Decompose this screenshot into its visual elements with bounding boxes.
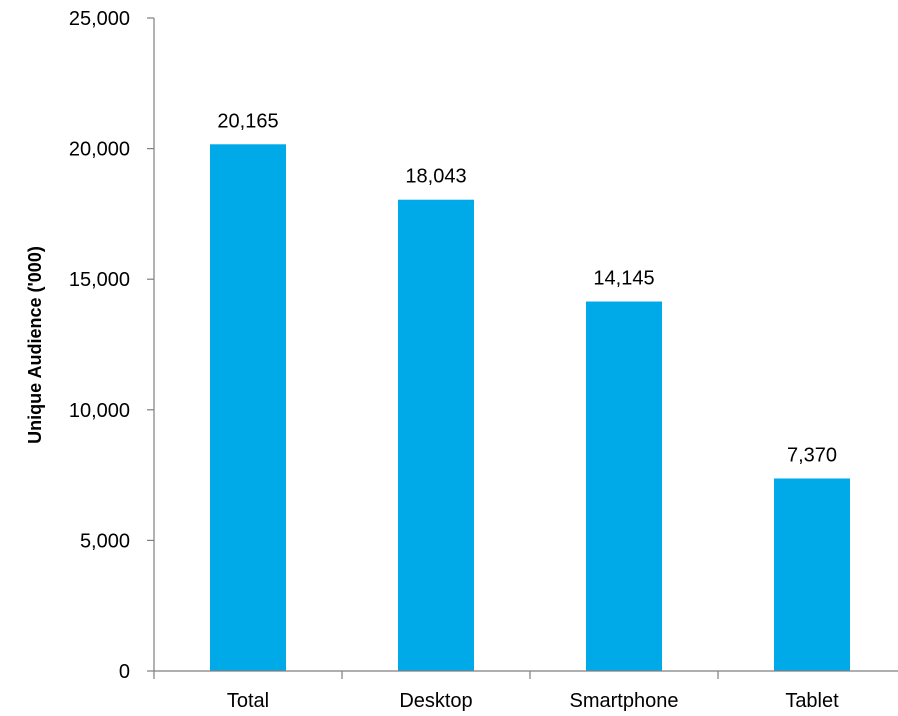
- y-tick-label: 25,000: [69, 8, 130, 30]
- x-tick-label-total: Total: [227, 690, 269, 712]
- y-tick-label: 20,000: [69, 139, 130, 161]
- axes-group: [147, 17, 898, 679]
- bar-total: [210, 144, 286, 671]
- y-axis-label: Unique Audience ('000): [25, 246, 45, 444]
- x-tick-label-desktop: Desktop: [399, 690, 472, 712]
- bar-smartphone: [586, 301, 662, 671]
- x-tick-label-smartphone: Smartphone: [570, 690, 679, 712]
- data-label-tablet: 7,370: [787, 444, 837, 466]
- data-label-smartphone: 14,145: [593, 268, 654, 290]
- x-tick-label-tablet: Tablet: [785, 690, 839, 712]
- bar-tablet: [774, 478, 850, 671]
- y-tick-label: 0: [119, 661, 130, 683]
- data-label-total: 20,165: [217, 110, 278, 132]
- bars-group: [210, 144, 850, 671]
- labels-group: 20,165 Total 18,043 Desktop 14,145 Smartphone…: [69, 8, 839, 712]
- y-tick-label: 15,000: [69, 269, 130, 291]
- y-tick-label: 10,000: [69, 400, 130, 422]
- bar-desktop: [398, 199, 474, 671]
- data-label-desktop: 18,043: [405, 166, 466, 188]
- y-tick-label: 5,000: [80, 530, 130, 552]
